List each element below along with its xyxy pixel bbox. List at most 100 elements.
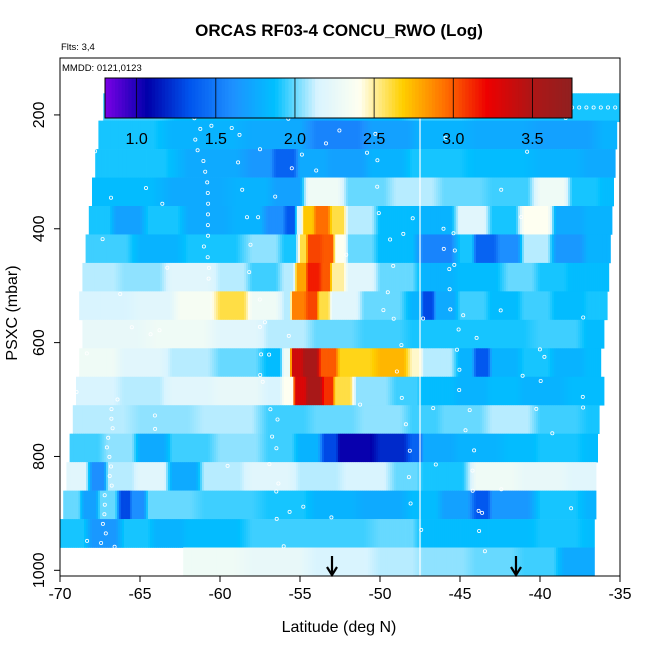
heatmap-cell (306, 519, 309, 548)
heatmap-cell (413, 348, 417, 378)
heatmap-cell (558, 519, 561, 548)
heatmap-cell (296, 547, 299, 577)
heatmap-cell (470, 433, 473, 463)
heatmap-cell (442, 490, 445, 520)
heatmap-cell (442, 433, 445, 463)
heatmap-cell (158, 291, 161, 321)
heatmap-cell (262, 206, 265, 235)
heatmap-cell (228, 234, 231, 264)
heatmap-cell (234, 547, 237, 577)
heatmap-cell (294, 433, 297, 463)
heatmap-cell (385, 206, 389, 235)
heatmap-cell (360, 319, 363, 349)
heatmap-cell (142, 319, 145, 349)
heatmap-cell (158, 262, 161, 292)
heatmap-cell (388, 462, 391, 491)
track-point (281, 544, 286, 549)
heatmap-cell (403, 262, 406, 292)
heatmap-cell (474, 291, 477, 321)
heatmap-cell (86, 376, 89, 406)
heatmap-cell (172, 490, 175, 520)
heatmap-cell (384, 120, 387, 150)
heatmap-cell (496, 405, 499, 434)
heatmap-cell (490, 433, 493, 463)
heatmap-cell (276, 319, 279, 349)
heatmap-cell (258, 433, 261, 463)
heatmap-cell (376, 206, 379, 235)
heatmap-cell (152, 234, 155, 264)
heatmap-cell (90, 206, 94, 235)
heatmap-cell (109, 490, 112, 520)
heatmap-cell (454, 462, 457, 491)
heatmap-cell (486, 120, 489, 150)
heatmap-cell (144, 462, 147, 491)
heatmap-cell (136, 376, 139, 406)
heatmap-cell (296, 519, 299, 548)
heatmap-cell (460, 547, 463, 577)
heatmap-cell (412, 177, 415, 207)
heatmap-cell (512, 433, 515, 463)
heatmap-cell (222, 490, 225, 520)
heatmap-cell (86, 319, 89, 349)
heatmap-cell (374, 149, 377, 178)
colorbar-swatch (358, 78, 363, 118)
heatmap-cell (468, 547, 471, 577)
colorbar-swatch (301, 78, 306, 118)
heatmap-cell (446, 120, 449, 150)
heatmap-cell (403, 376, 407, 406)
heatmap-cell (242, 149, 245, 178)
track-point (375, 184, 380, 189)
heatmap-cell (238, 547, 241, 577)
heatmap-cell (166, 433, 169, 463)
heatmap-cell (492, 547, 495, 577)
heatmap-cell (338, 120, 341, 150)
heatmap-cell (222, 149, 225, 178)
heatmap-cell (170, 206, 173, 235)
heatmap-cell (166, 519, 169, 548)
heatmap-cell (506, 433, 509, 463)
heatmap-cell (588, 149, 591, 178)
heatmap-cell (578, 348, 581, 378)
heatmap-cell (340, 149, 343, 178)
heatmap-cell (94, 319, 97, 349)
heatmap-cell (90, 462, 93, 491)
heatmap-cell (494, 149, 497, 178)
heatmap-cell (210, 120, 213, 150)
heatmap-cell (154, 348, 157, 378)
heatmap-cell (254, 490, 257, 520)
heatmap-cell (568, 405, 571, 434)
heatmap-cell (429, 433, 432, 463)
heatmap-cell (284, 519, 287, 548)
heatmap-cell (518, 177, 521, 207)
heatmap-cell (548, 348, 551, 378)
heatmap-cell (344, 490, 347, 520)
heatmap-cell (162, 120, 165, 150)
heatmap-cell (440, 547, 444, 577)
heatmap-cell (336, 291, 339, 321)
heatmap-cell (384, 177, 387, 207)
heatmap-cell (409, 206, 412, 235)
heatmap-cell (604, 120, 607, 150)
heatmap-cell (182, 462, 185, 491)
heatmap-cell (385, 547, 389, 577)
heatmap-cell (96, 462, 99, 491)
heatmap-cell (366, 262, 369, 292)
heatmap-cell (399, 519, 402, 548)
heatmap-cell (468, 262, 471, 292)
heatmap-cell (342, 405, 345, 434)
heatmap-cell (326, 348, 329, 378)
heatmap-cell (198, 177, 201, 207)
heatmap-cell (150, 433, 153, 463)
heatmap-cell (324, 490, 327, 520)
heatmap-cell (502, 490, 505, 520)
heatmap-cell (289, 206, 292, 235)
heatmap-cell (174, 490, 177, 520)
heatmap-cell (472, 490, 475, 520)
heatmap-cell (364, 177, 367, 207)
heatmap-cell (144, 519, 147, 548)
heatmap-cell (328, 149, 331, 178)
heatmap-cell (386, 291, 389, 321)
heatmap-cell (392, 405, 395, 434)
heatmap-cell (206, 234, 209, 264)
heatmap-cell (278, 319, 281, 349)
